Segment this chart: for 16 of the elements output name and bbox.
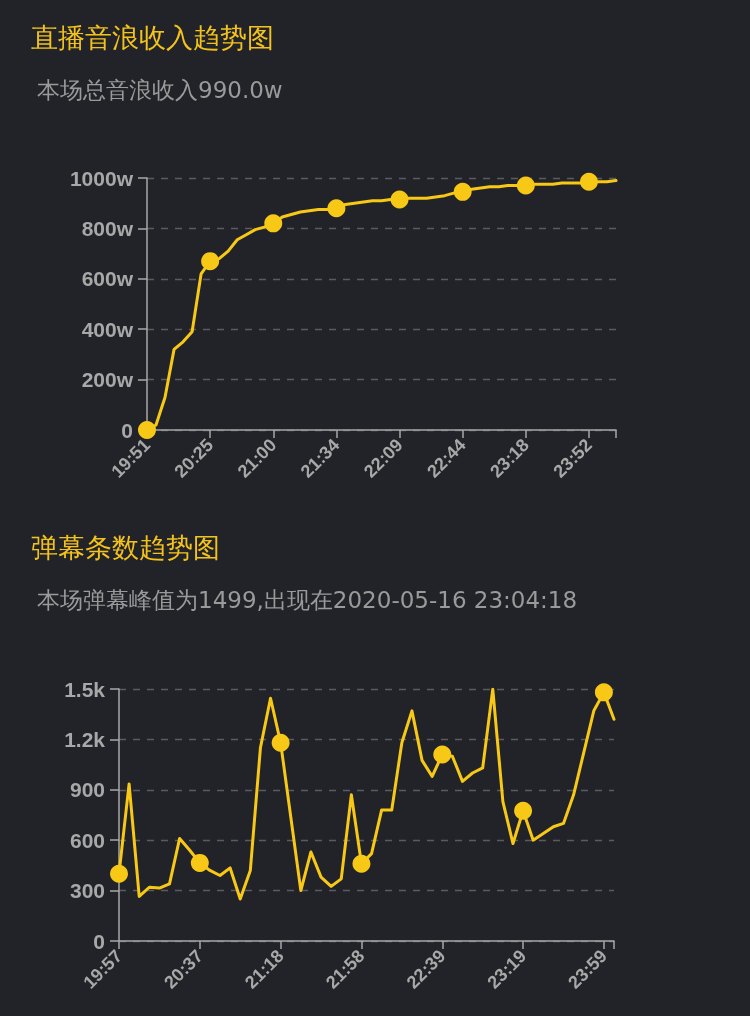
chart-title: 直播音浪收入趋势图 [31,22,274,53]
y-tick-label: 800w [81,216,134,240]
chart-subtitle: 本场弹幕峰值为1499,出现在2020-05-16 23:04:18 [37,586,578,613]
y-tick-label: 600 [69,828,105,852]
y-tick-label: 1000w [69,166,134,190]
y-tick-label: 600w [81,267,134,291]
y-tick-label: 0 [121,418,133,442]
y-tick-label: 400w [81,317,134,341]
y-tick-label: 1.2k [64,727,106,751]
y-tick-label: 200w [81,368,134,392]
y-tick-label: 0 [93,929,105,953]
chart-subtitle: 本场总音浪收入990.0w [37,76,283,103]
chart-title: 弹幕条数趋势图 [31,532,220,563]
y-tick-label: 300 [69,879,105,903]
y-tick-label: 1.5k [64,677,106,701]
y-tick-label: 900 [69,778,105,802]
